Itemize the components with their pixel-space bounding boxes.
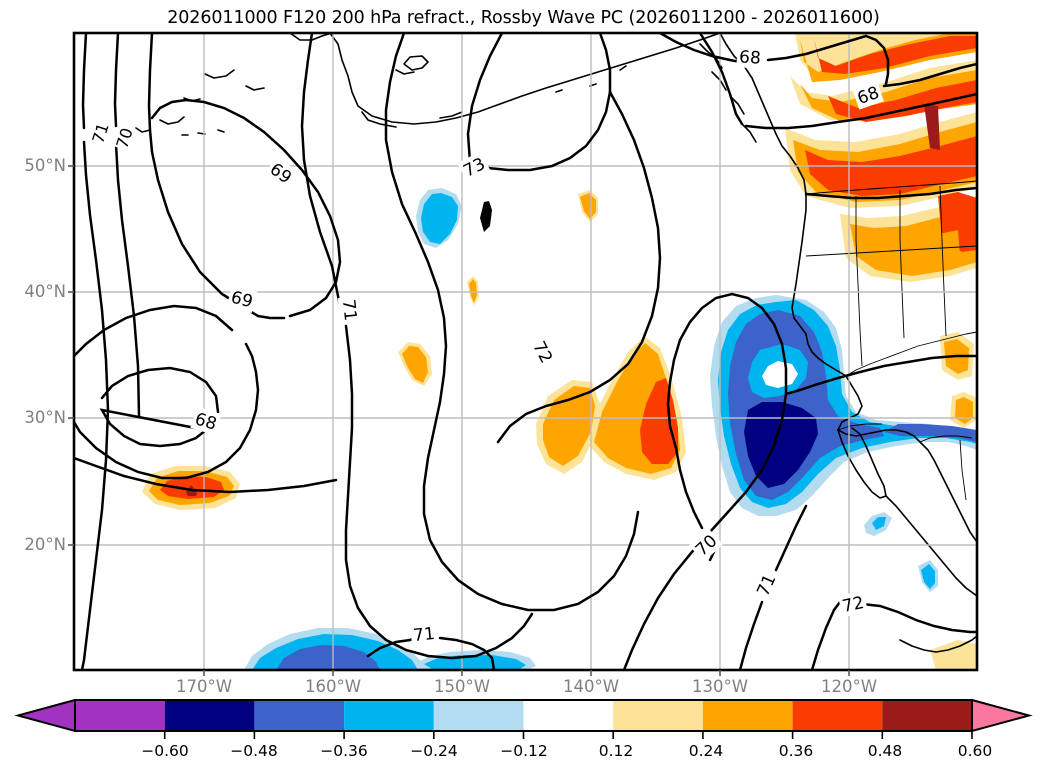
contour-label: 73 <box>457 151 491 183</box>
colorbar-extend-low <box>14 698 76 733</box>
colorbar-tick-label: 0.36 <box>778 742 814 760</box>
y-tick-label-50N: 50°N <box>24 156 66 175</box>
political-borders <box>805 180 977 501</box>
anomaly-patch-tiny <box>480 201 492 232</box>
contour-label: 72 <box>837 590 869 618</box>
x-tick-label-170W: 170°W <box>175 677 233 696</box>
anomaly-patch-cold <box>872 517 886 530</box>
colorbar-tick-label: −0.48 <box>230 742 278 760</box>
anomaly-patch-warm <box>930 640 977 670</box>
x-tick-label-120W: 120°W <box>820 677 878 696</box>
anomaly-patch-warm <box>955 397 973 424</box>
colorbar-swatch <box>702 700 793 731</box>
anomaly-patch-warm <box>580 193 596 219</box>
plot-frame <box>72 31 979 672</box>
anomaly-patch-warm <box>828 80 977 122</box>
svg-text:71: 71 <box>412 624 436 646</box>
colorbar-tick-label: 0.48 <box>867 742 903 760</box>
anomaly-patch-warm <box>814 36 977 74</box>
anomaly-patch-cold <box>884 424 977 442</box>
contour-label: 71 <box>337 295 363 325</box>
colorbar-tick-label: −0.12 <box>500 742 548 760</box>
colorbar-tick-label: −0.36 <box>320 742 368 760</box>
x-tick-label-130W: 130°W <box>691 677 749 696</box>
anomaly-patch-warm <box>862 230 960 268</box>
colorbar-ticks <box>163 731 973 739</box>
anomaly-patch-warm <box>924 104 940 150</box>
page-title: 2026011000 F120 200 hPa refract., Rossby… <box>167 8 880 28</box>
anomaly-patch-warm <box>543 386 595 466</box>
colorbar-swatch <box>164 700 255 731</box>
colorbar-swatches <box>75 700 972 731</box>
colorbar-swatch <box>433 700 524 731</box>
colorbar-tick-label: −0.24 <box>410 742 458 760</box>
colorbar-swatch <box>75 700 165 731</box>
svg-text:71: 71 <box>338 298 360 322</box>
x-tick-label-160W: 160°W <box>304 677 362 696</box>
colorbar-swatch <box>254 700 345 731</box>
colorbar-swatch <box>882 700 972 731</box>
anomaly-patch-cold <box>276 645 380 670</box>
colorbar-swatch <box>792 700 883 731</box>
colorbar-extend-high <box>971 698 1033 733</box>
y-tick-label-40N: 40°N <box>24 282 66 301</box>
colorbar-tick-label: 0.60 <box>957 742 993 760</box>
axis-ticks <box>68 165 850 676</box>
svg-text:72: 72 <box>841 593 866 617</box>
anomaly-patch-warm <box>402 346 428 383</box>
anomaly-patch-warm <box>469 279 477 303</box>
y-tick-label-20N: 20°N <box>24 535 66 554</box>
x-tick-label-150W: 150°W <box>433 677 491 696</box>
colorbar-swatch <box>523 700 614 731</box>
colorbar-tick-label: −0.60 <box>141 742 189 760</box>
svg-text:68: 68 <box>738 47 761 68</box>
anomaly-patch-cold <box>421 193 458 244</box>
colorbar-swatch <box>613 700 703 731</box>
contour-lines <box>74 33 977 670</box>
colorbar-tick-label: 0.12 <box>598 742 634 760</box>
contour-label: 71 <box>409 621 439 647</box>
anomaly-patch-cold <box>921 564 935 589</box>
colorbar-swatch <box>344 700 434 731</box>
coastlines <box>135 33 977 653</box>
anomaly-patch-neutral-eye <box>762 361 798 388</box>
colorbar-tick-label: 0.24 <box>688 742 724 760</box>
x-tick-label-140W: 140°W <box>562 677 620 696</box>
contour-label: 68 <box>736 45 764 69</box>
y-tick-label-30N: 30°N <box>24 408 66 427</box>
